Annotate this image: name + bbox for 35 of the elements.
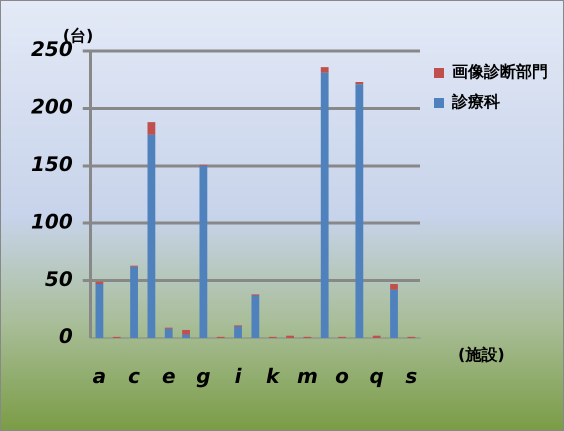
x-tick-label: k bbox=[266, 364, 282, 388]
x-tick-label: c bbox=[128, 364, 140, 388]
bar bbox=[251, 296, 260, 338]
bar bbox=[355, 84, 364, 338]
y-tick-label: 50 bbox=[44, 266, 73, 291]
y-tick-label: 150 bbox=[31, 152, 73, 176]
bar bbox=[390, 284, 398, 290]
y-tick-label: 100 bbox=[31, 209, 73, 234]
bar bbox=[320, 67, 329, 73]
bar bbox=[148, 134, 156, 338]
x-tick-label: s bbox=[405, 364, 418, 388]
bar bbox=[148, 122, 156, 135]
x-axis-title: (施設) bbox=[458, 345, 505, 364]
y-tick-label: 0 bbox=[58, 324, 73, 348]
bar bbox=[130, 266, 138, 338]
x-tick-label: a bbox=[92, 364, 106, 388]
bar bbox=[96, 284, 104, 338]
bar bbox=[164, 328, 173, 338]
bar bbox=[182, 334, 190, 338]
x-tick-label: e bbox=[162, 364, 176, 388]
bar bbox=[234, 326, 242, 338]
bar bbox=[199, 166, 208, 338]
bar bbox=[182, 330, 190, 335]
x-tick-label: m bbox=[296, 364, 318, 388]
y-tick-label: 200 bbox=[31, 94, 73, 119]
x-tick-label: i bbox=[234, 364, 243, 388]
legend-label: 診療科 bbox=[451, 92, 500, 112]
bar bbox=[320, 72, 329, 338]
x-tick-label: o bbox=[335, 364, 350, 388]
x-tick-label: q bbox=[370, 364, 384, 388]
bar bbox=[355, 82, 364, 84]
bar bbox=[390, 290, 398, 338]
bar bbox=[96, 282, 104, 284]
legend-label: 画像診断部門 bbox=[452, 62, 548, 82]
x-tick-label: g bbox=[196, 364, 211, 388]
